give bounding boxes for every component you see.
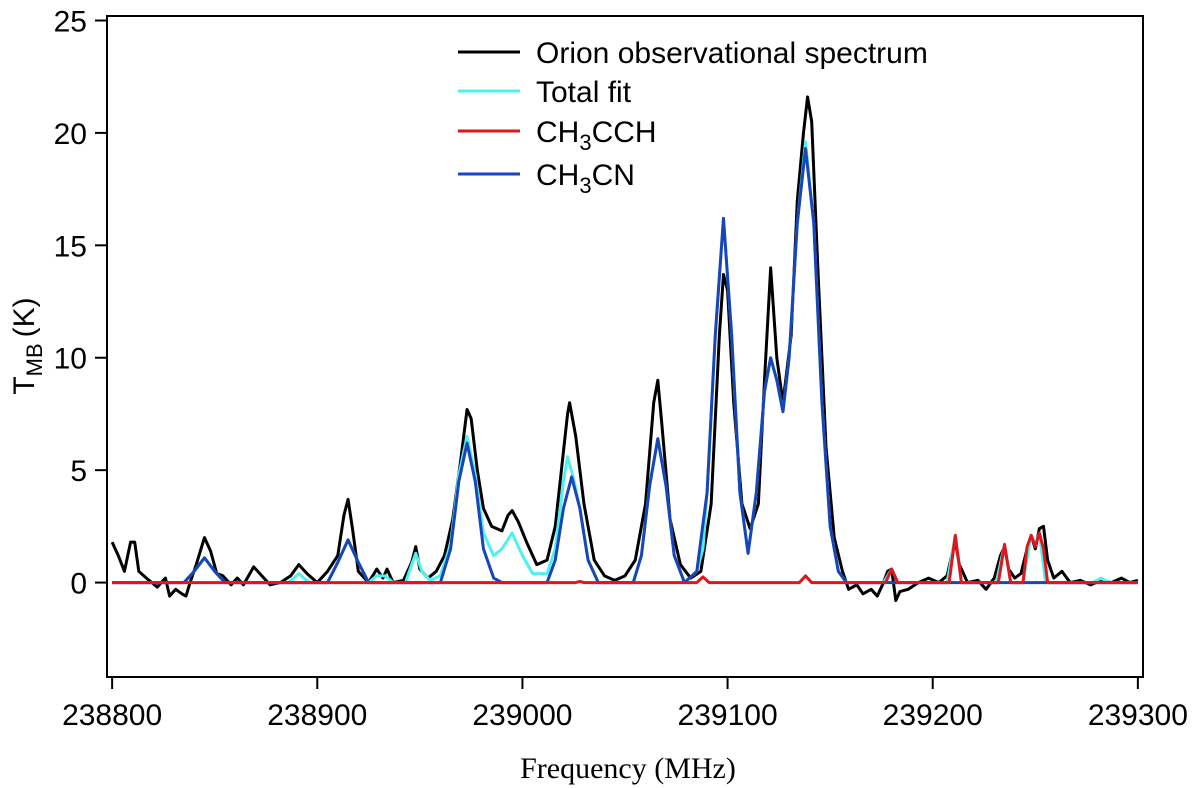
y-tick-label: 20	[54, 118, 87, 151]
plot-frame	[106, 15, 1144, 678]
x-axis-label: Frequency (MHz)	[520, 752, 736, 785]
y-label-unit: (K)	[8, 297, 41, 337]
legend-label: Total fit	[536, 76, 632, 109]
series-line	[112, 147, 1138, 585]
x-tick-label: 239000	[472, 699, 572, 732]
y-tick-label: 0	[70, 568, 87, 601]
x-tick-label: 239200	[883, 699, 983, 732]
x-tick-label: 239300	[1088, 699, 1188, 732]
x-tick-label: 238900	[267, 699, 367, 732]
y-label-symbol: T	[8, 376, 41, 394]
y-axis-label: TMB (K)	[8, 297, 47, 394]
series-line	[112, 140, 1138, 585]
series-line	[112, 531, 1138, 585]
y-tick-label: 10	[54, 343, 87, 376]
legend-label: CH3CN	[536, 159, 635, 198]
x-tick-label: 238800	[62, 699, 162, 732]
legend-label: CH3CCH	[536, 116, 657, 155]
y-tick-label: 25	[54, 5, 87, 38]
y-tick-label: 15	[54, 230, 87, 263]
y-tick-label: 5	[70, 455, 87, 488]
y-label-subscript: MB	[22, 343, 47, 376]
legend-label: Orion observational spectrum	[536, 37, 928, 70]
x-tick-label: 239100	[678, 699, 778, 732]
